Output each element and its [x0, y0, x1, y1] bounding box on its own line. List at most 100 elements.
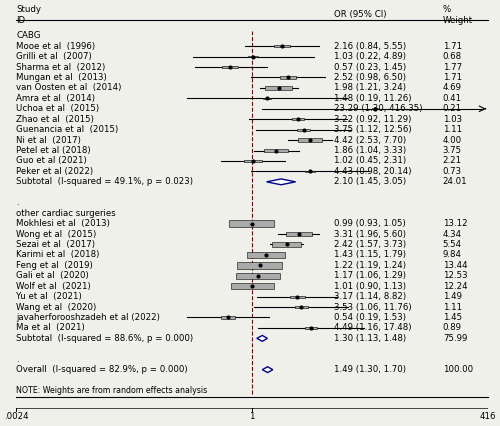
Text: 1.03 (0.22, 4.89): 1.03 (0.22, 4.89) — [334, 52, 406, 61]
Text: javaherforooshzadeh et al (2022): javaherforooshzadeh et al (2022) — [16, 313, 161, 322]
Text: 0.99 (0.93, 1.05): 0.99 (0.93, 1.05) — [334, 219, 406, 228]
Bar — [372, 108, 378, 109]
Text: 24.01: 24.01 — [443, 177, 468, 186]
Text: Subtotal  (I-squared = 88.6%, p = 0.000): Subtotal (I-squared = 88.6%, p = 0.000) — [16, 334, 194, 343]
Text: 1.49 (1.30, 1.70): 1.49 (1.30, 1.70) — [334, 365, 406, 374]
Text: 1.71: 1.71 — [443, 42, 462, 51]
Text: 3.75 (1.12, 12.56): 3.75 (1.12, 12.56) — [334, 125, 412, 134]
Bar — [292, 118, 304, 120]
Text: 1: 1 — [250, 412, 255, 421]
Text: Wong et al  (2015): Wong et al (2015) — [16, 230, 96, 239]
Text: Wolf et al  (2021): Wolf et al (2021) — [16, 282, 91, 291]
Text: 1.43 (1.15, 1.79): 1.43 (1.15, 1.79) — [334, 250, 406, 259]
Text: %
Weight: % Weight — [443, 5, 473, 25]
Text: 2.21: 2.21 — [443, 156, 462, 165]
Text: 0.57 (0.23, 1.45): 0.57 (0.23, 1.45) — [334, 63, 406, 72]
Text: Mokhlesi et al  (2013): Mokhlesi et al (2013) — [16, 219, 110, 228]
Bar — [272, 242, 301, 247]
Text: Ma et al  (2021): Ma et al (2021) — [16, 323, 85, 332]
Text: Sezai et al  (2017): Sezai et al (2017) — [16, 240, 96, 249]
Text: 4.69: 4.69 — [443, 83, 462, 92]
Text: 0.54 (0.19, 1.53): 0.54 (0.19, 1.53) — [334, 313, 406, 322]
Text: Grilli et al  (2007): Grilli et al (2007) — [16, 52, 92, 61]
Text: 1.98 (1.21, 3.24): 1.98 (1.21, 3.24) — [334, 83, 406, 92]
Text: Peker et al (2022): Peker et al (2022) — [16, 167, 94, 176]
Text: 13.12: 13.12 — [443, 219, 468, 228]
Text: CABG: CABG — [16, 31, 41, 40]
Text: Uchoa et al  (2015): Uchoa et al (2015) — [16, 104, 100, 113]
Text: 1.11: 1.11 — [443, 125, 462, 134]
Text: other cardiac surgeries: other cardiac surgeries — [16, 209, 116, 218]
Bar — [290, 296, 304, 298]
Text: 2.10 (1.45, 3.05): 2.10 (1.45, 3.05) — [334, 177, 406, 186]
Bar — [305, 327, 316, 329]
Text: 0.21: 0.21 — [443, 104, 462, 113]
Text: 416: 416 — [480, 412, 496, 421]
Bar — [248, 56, 258, 58]
Text: Feng et al  (2019): Feng et al (2019) — [16, 261, 93, 270]
Bar — [286, 232, 312, 236]
Text: 12.53: 12.53 — [443, 271, 468, 280]
Text: Study
ID: Study ID — [16, 5, 42, 25]
Text: .: . — [16, 198, 19, 207]
Bar — [230, 220, 274, 227]
Text: 4.49 (1.16, 17.48): 4.49 (1.16, 17.48) — [334, 323, 412, 332]
Text: .: . — [16, 355, 19, 364]
Text: Ni et al  (2017): Ni et al (2017) — [16, 135, 82, 144]
Text: 3.53 (1.06, 11.76): 3.53 (1.06, 11.76) — [334, 302, 412, 311]
Text: Overall  (I-squared = 82.9%, p = 0.000): Overall (I-squared = 82.9%, p = 0.000) — [16, 365, 188, 374]
Bar — [264, 149, 288, 152]
Text: 4.00: 4.00 — [443, 135, 462, 144]
Text: Zhao et al  (2015): Zhao et al (2015) — [16, 115, 94, 124]
Polygon shape — [262, 367, 273, 373]
Text: 0.68: 0.68 — [443, 52, 462, 61]
Text: Mooe et al  (1996): Mooe et al (1996) — [16, 42, 96, 51]
Text: Wang et al  (2020): Wang et al (2020) — [16, 302, 96, 311]
Bar — [264, 98, 272, 99]
Bar — [244, 160, 262, 162]
Text: 4.43 (0.98, 20.14): 4.43 (0.98, 20.14) — [334, 167, 412, 176]
Text: 0.89: 0.89 — [443, 323, 462, 332]
Text: 75.99: 75.99 — [443, 334, 467, 343]
Text: 9.84: 9.84 — [443, 250, 462, 259]
Text: Yu et al  (2021): Yu et al (2021) — [16, 292, 82, 301]
Text: OR (95% CI): OR (95% CI) — [334, 10, 387, 19]
Polygon shape — [257, 335, 268, 341]
Text: 1.02 (0.45, 2.31): 1.02 (0.45, 2.31) — [334, 156, 406, 165]
Bar — [297, 129, 310, 131]
Text: Karimi et al  (2018): Karimi et al (2018) — [16, 250, 100, 259]
Text: Guenancia et al  (2015): Guenancia et al (2015) — [16, 125, 118, 134]
Text: 4.42 (2.53, 7.70): 4.42 (2.53, 7.70) — [334, 135, 406, 144]
Text: 3.31 (1.96, 5.60): 3.31 (1.96, 5.60) — [334, 230, 406, 239]
Bar — [222, 66, 238, 68]
Text: van Oosten et al  (2014): van Oosten et al (2014) — [16, 83, 122, 92]
Text: 1.77: 1.77 — [443, 63, 462, 72]
Text: 1.71: 1.71 — [443, 73, 462, 82]
Polygon shape — [266, 179, 296, 185]
Text: 2.16 (0.84, 5.55): 2.16 (0.84, 5.55) — [334, 42, 406, 51]
Text: 0.73: 0.73 — [443, 167, 462, 176]
Text: 1.45: 1.45 — [443, 313, 462, 322]
Text: Mungan et al  (2013): Mungan et al (2013) — [16, 73, 107, 82]
Text: Guo et al (2021): Guo et al (2021) — [16, 156, 87, 165]
Text: 1.86 (1.04, 3.33): 1.86 (1.04, 3.33) — [334, 146, 406, 155]
Bar — [247, 252, 286, 258]
Text: Petel et al (2018): Petel et al (2018) — [16, 146, 91, 155]
Bar — [236, 273, 280, 279]
Text: NOTE: Weights are from random effects analysis: NOTE: Weights are from random effects an… — [16, 386, 208, 395]
Text: .0024: .0024 — [4, 412, 29, 421]
Text: 2.42 (1.57, 3.73): 2.42 (1.57, 3.73) — [334, 240, 406, 249]
Bar — [220, 317, 236, 319]
Bar — [298, 138, 322, 142]
Text: 1.17 (1.06, 1.29): 1.17 (1.06, 1.29) — [334, 271, 406, 280]
Text: 1.30 (1.13, 1.48): 1.30 (1.13, 1.48) — [334, 334, 406, 343]
Text: 3.17 (1.14, 8.82): 3.17 (1.14, 8.82) — [334, 292, 406, 301]
Text: 12.24: 12.24 — [443, 282, 468, 291]
Bar — [280, 76, 296, 79]
Bar — [238, 262, 282, 269]
Text: 2.52 (0.98, 6.50): 2.52 (0.98, 6.50) — [334, 73, 406, 82]
Bar — [231, 283, 274, 289]
Text: 100.00: 100.00 — [443, 365, 473, 374]
Text: 1.49: 1.49 — [443, 292, 462, 301]
Text: Sharma et al  (2012): Sharma et al (2012) — [16, 63, 106, 72]
